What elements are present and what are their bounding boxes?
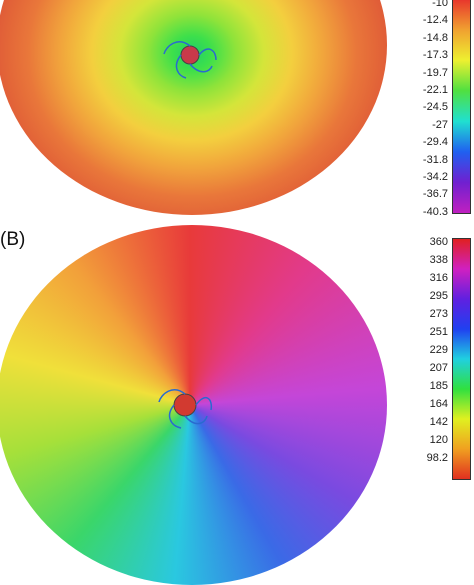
colorbar-label: 338 [429,254,448,266]
colorbar-label: 360 [429,236,448,248]
colorbar [452,238,471,480]
colorbar-label: 185 [429,380,448,392]
colorbar-label: 273 [429,308,448,320]
rotor-icon [163,41,217,79]
colorbar-label: -14.8 [422,31,448,44]
colorbar [452,0,471,214]
colorbar-label: -27 [432,118,448,131]
colorbar-label: -31.8 [422,153,448,166]
colorbar-label: 229 [429,344,448,356]
colorbar-label: -24.5 [422,101,448,114]
panel-label: (B) [0,229,26,250]
colorbar-label: 98.2 [426,452,448,464]
colorbar-label: -40.3 [422,205,448,218]
colorbar-label: 251 [429,326,448,338]
rotor-icon [158,389,213,429]
colorbar-label: 295 [429,290,448,302]
colorbar-label: -36.7 [422,188,448,201]
colorbar-label: 142 [429,416,448,428]
colorbar-label: -10 [432,0,448,9]
colorbar-label: -17.3 [422,49,448,62]
colorbar-label: 164 [429,398,448,410]
colorbar-label: -22.1 [422,84,448,96]
colorbar-label: -29.4 [422,136,448,149]
colorbar-label: 316 [429,272,448,284]
colorbar-label: -12.4 [422,14,448,27]
colorbar-label: -34.2 [422,171,448,183]
colorbar-label: 120 [429,434,448,446]
colorbar-label: 207 [429,362,448,374]
colorbar-label: -19.7 [422,66,448,79]
